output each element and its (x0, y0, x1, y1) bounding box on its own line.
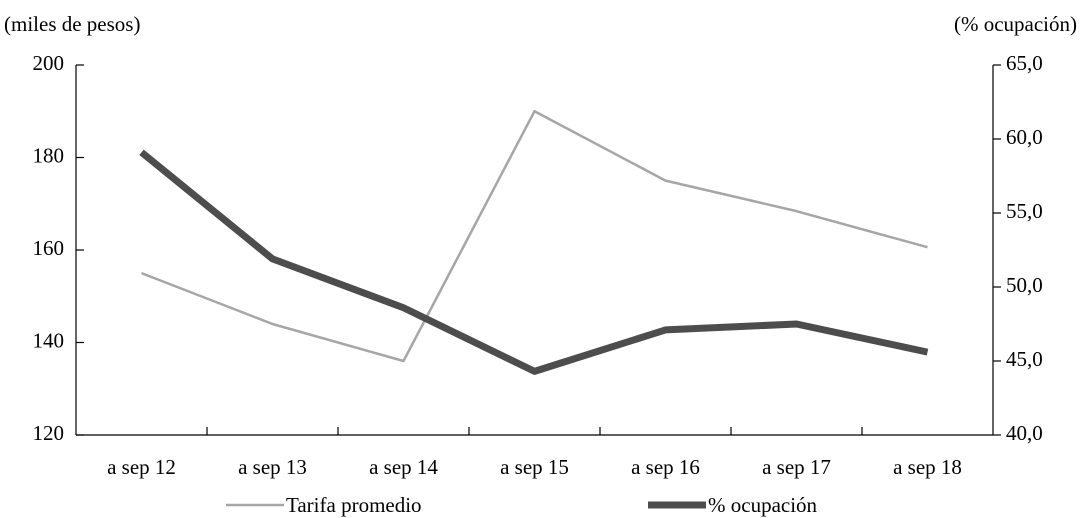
x-tick-label: a sep 18 (893, 455, 962, 479)
series-line (141, 110, 928, 363)
y-axis-label: (miles de pesos) (4, 12, 140, 36)
y-tick-label: 160 (33, 236, 65, 260)
y-tick-label: 200 (33, 51, 65, 75)
y-tick-label: 140 (33, 328, 65, 352)
x-tick-label: a sep 12 (107, 455, 176, 479)
y2-tick-label: 65,0 (1006, 51, 1043, 75)
y2-axis-label: (% ocupación) (954, 12, 1077, 36)
y2-tick-label: 45,0 (1006, 347, 1043, 371)
x-tick-label: a sep 14 (369, 455, 438, 479)
y2-tick-label: 50,0 (1006, 273, 1043, 297)
legend-label: Tarifa promedio (286, 493, 422, 517)
x-tick-label: a sep 13 (238, 455, 307, 479)
x-tick-label: a sep 15 (500, 455, 569, 479)
y-tick-label: 120 (33, 421, 65, 445)
x-tick-label: a sep 16 (631, 455, 700, 479)
y2-tick-label: 40,0 (1006, 421, 1043, 445)
y2-tick-label: 60,0 (1006, 125, 1043, 149)
x-tick-label: a sep 17 (762, 455, 831, 479)
y2-tick-label: 55,0 (1006, 199, 1043, 223)
y-tick-label: 180 (33, 143, 65, 167)
series-line (139, 149, 929, 375)
legend-label: % ocupación (708, 493, 818, 517)
